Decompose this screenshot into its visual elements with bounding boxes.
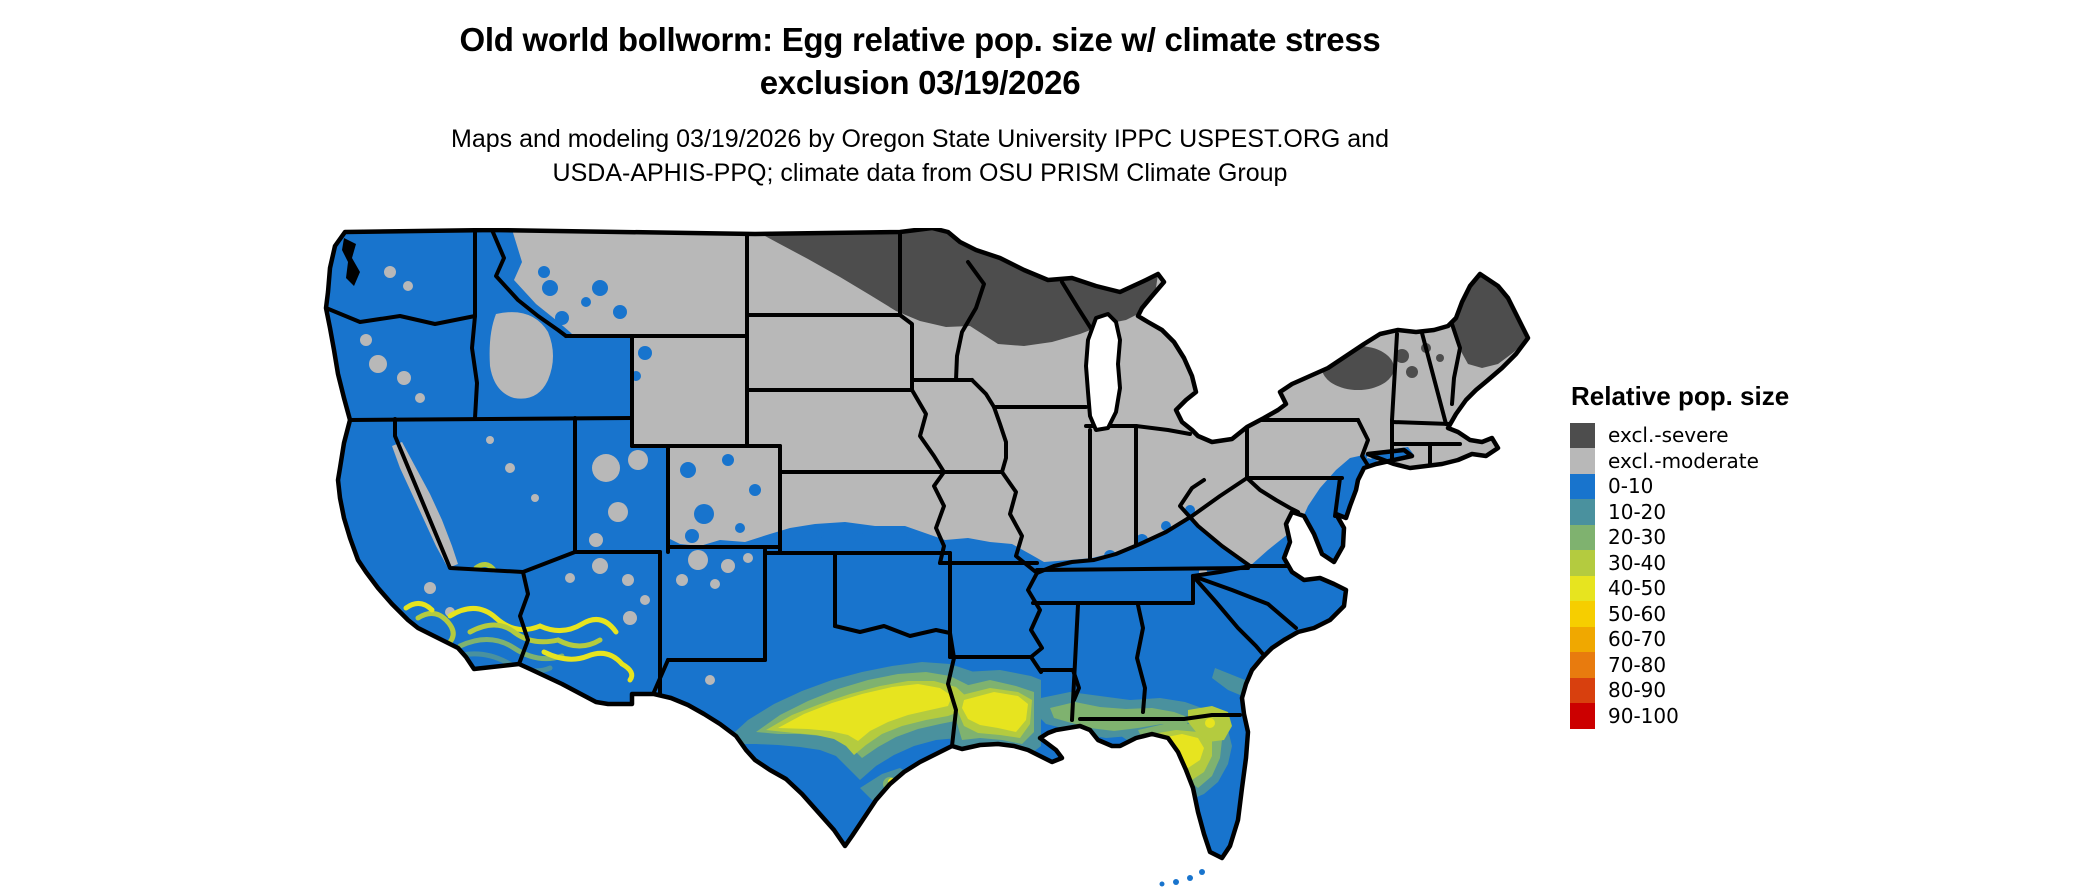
legend-item: 60-70 <box>1570 626 1789 653</box>
legend-swatch <box>1570 448 1595 475</box>
legend-item: 0-10 <box>1570 473 1789 500</box>
region-base-0-10 <box>326 228 1528 858</box>
legend-swatch <box>1570 473 1595 500</box>
legend-item-label: 10-20 <box>1608 499 1667 524</box>
legend-item-label: 60-70 <box>1608 627 1667 651</box>
map-title-line2: exclusion 03/19/2026 <box>759 64 1081 101</box>
map-title: Old world bollworm: Egg relative pop. si… <box>0 18 1840 104</box>
map-subtitle: Maps and modeling 03/19/2026 by Oregon S… <box>0 122 1840 190</box>
legend-item: 40-50 <box>1570 575 1789 602</box>
legend-item: 80-90 <box>1570 677 1789 704</box>
legend-item-label: 0-10 <box>1608 474 1654 498</box>
legend-swatch <box>1570 652 1595 679</box>
puget-sound <box>342 238 360 286</box>
legend-swatch <box>1570 422 1595 449</box>
legend-item-label: excl.-moderate <box>1608 448 1759 473</box>
region-excluded-severe-north <box>750 228 1158 346</box>
lake-michigan <box>1084 312 1122 432</box>
legend-swatch <box>1570 550 1595 577</box>
legend-item: 70-80 <box>1570 652 1789 679</box>
legend-swatch <box>1570 575 1595 602</box>
legend-title: Relative pop. size <box>1571 381 1790 411</box>
legend-item-label: excl.-severe <box>1608 423 1729 447</box>
legend-swatch <box>1570 626 1595 653</box>
legend: Relative pop. size excl.-severe excl.-mo… <box>1570 381 1790 730</box>
legend-item-label: 70-80 <box>1608 652 1667 677</box>
map-title-line1: Old world bollworm: Egg relative pop. si… <box>459 21 1381 58</box>
legend-item: 30-40 <box>1570 550 1789 577</box>
legend-item: 10-20 <box>1570 499 1789 526</box>
legend-item-label: 30-40 <box>1608 550 1667 575</box>
region-0-10-pockets <box>538 266 1195 562</box>
legend-item: excl.-severe <box>1570 422 1789 449</box>
legend-swatch <box>1570 703 1595 730</box>
legend-swatch <box>1570 677 1595 704</box>
legend-item-label: 40-50 <box>1608 576 1667 600</box>
region-excluded-severe-maine <box>1452 274 1528 368</box>
us-conus-map <box>323 228 1531 887</box>
florida-keys <box>1159 869 1205 887</box>
legend-swatch <box>1570 524 1595 551</box>
legend-item: 90-100 <box>1570 703 1789 730</box>
legend-item-label: 50-60 <box>1608 601 1667 626</box>
legend-item: 20-30 <box>1570 524 1789 551</box>
legend-item-label: 20-30 <box>1608 525 1667 549</box>
conus-outline <box>323 228 1531 861</box>
legend-items: excl.-severe excl.-moderate 0-10 10-20 2… <box>1570 422 1789 730</box>
map-subtitle-line2: USDA-APHIS-PPQ; climate data from OSU PR… <box>552 159 1288 187</box>
map-subtitle-line1: Maps and modeling 03/19/2026 by Oregon S… <box>451 125 1389 153</box>
legend-item: 50-60 <box>1570 601 1789 628</box>
legend-swatch <box>1570 601 1595 628</box>
legend-item: excl.-moderate <box>1570 448 1789 475</box>
legend-item-label: 80-90 <box>1608 678 1667 702</box>
region-40-50 <box>778 684 1215 786</box>
legend-swatch <box>1570 499 1595 526</box>
legend-item-label: 90-100 <box>1608 703 1679 728</box>
